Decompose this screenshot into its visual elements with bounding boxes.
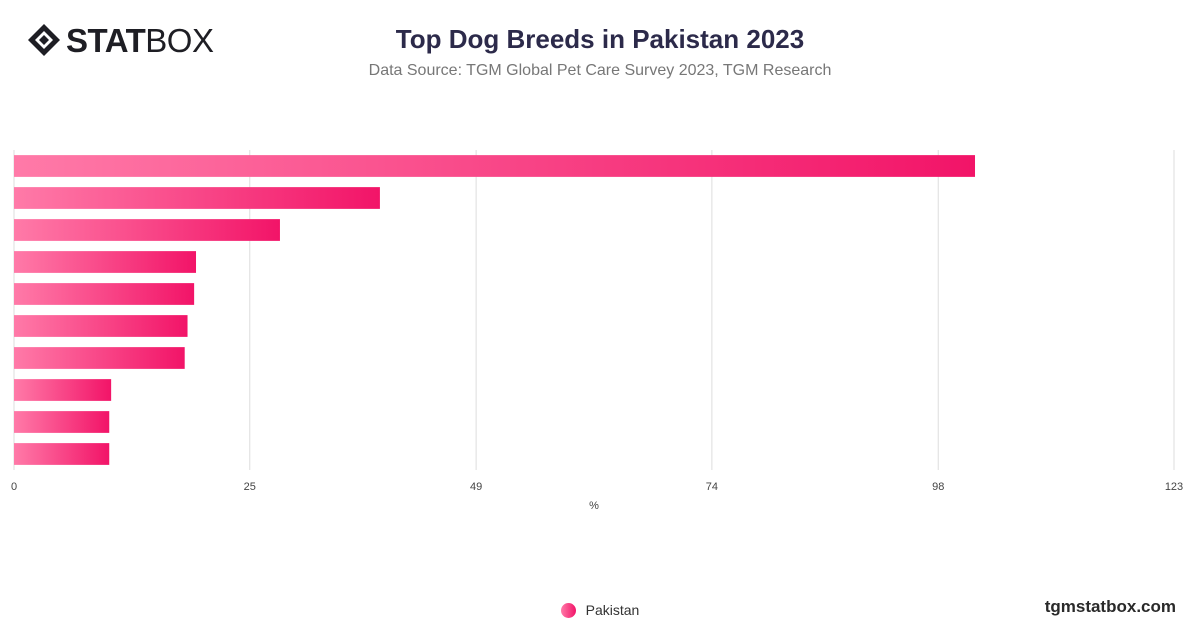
bar[interactable] [14,379,112,401]
x-tick-label: 49 [470,481,482,493]
statbox-diamond-icon [28,24,60,56]
bar[interactable] [14,283,195,305]
bar[interactable] [14,219,280,241]
x-tick-label: 25 [244,481,256,493]
legend-marker [560,602,576,618]
footer-url[interactable]: tgmstatbox.com [1044,597,1176,616]
x-tick-label: 74 [706,481,718,493]
x-axis-label: % [589,500,599,512]
bar[interactable] [14,411,110,433]
bar[interactable] [14,155,976,177]
chart-title: Top Dog Breeds in Pakistan 2023 [395,24,805,54]
x-tick-label: 98 [932,481,944,493]
legend[interactable]: Pakistan [0,602,1200,618]
bar[interactable] [14,251,197,273]
bar[interactable] [14,443,110,465]
bar[interactable] [14,347,185,369]
x-tick-label: 0 [11,481,17,493]
chart-subtitle: Data Source: TGM Global Pet Care Survey … [368,62,832,79]
legend-label: Pakistan [585,602,640,618]
bars [14,155,976,465]
bar[interactable] [14,315,188,337]
bar[interactable] [14,187,380,209]
x-axis-ticks: 0 25 49 74 98 123 [11,481,1183,493]
statbox-logo: STATBOX [26,21,214,59]
logo-wordmark: STATBOX [66,21,214,59]
x-tick-label: 123 [1165,481,1183,493]
